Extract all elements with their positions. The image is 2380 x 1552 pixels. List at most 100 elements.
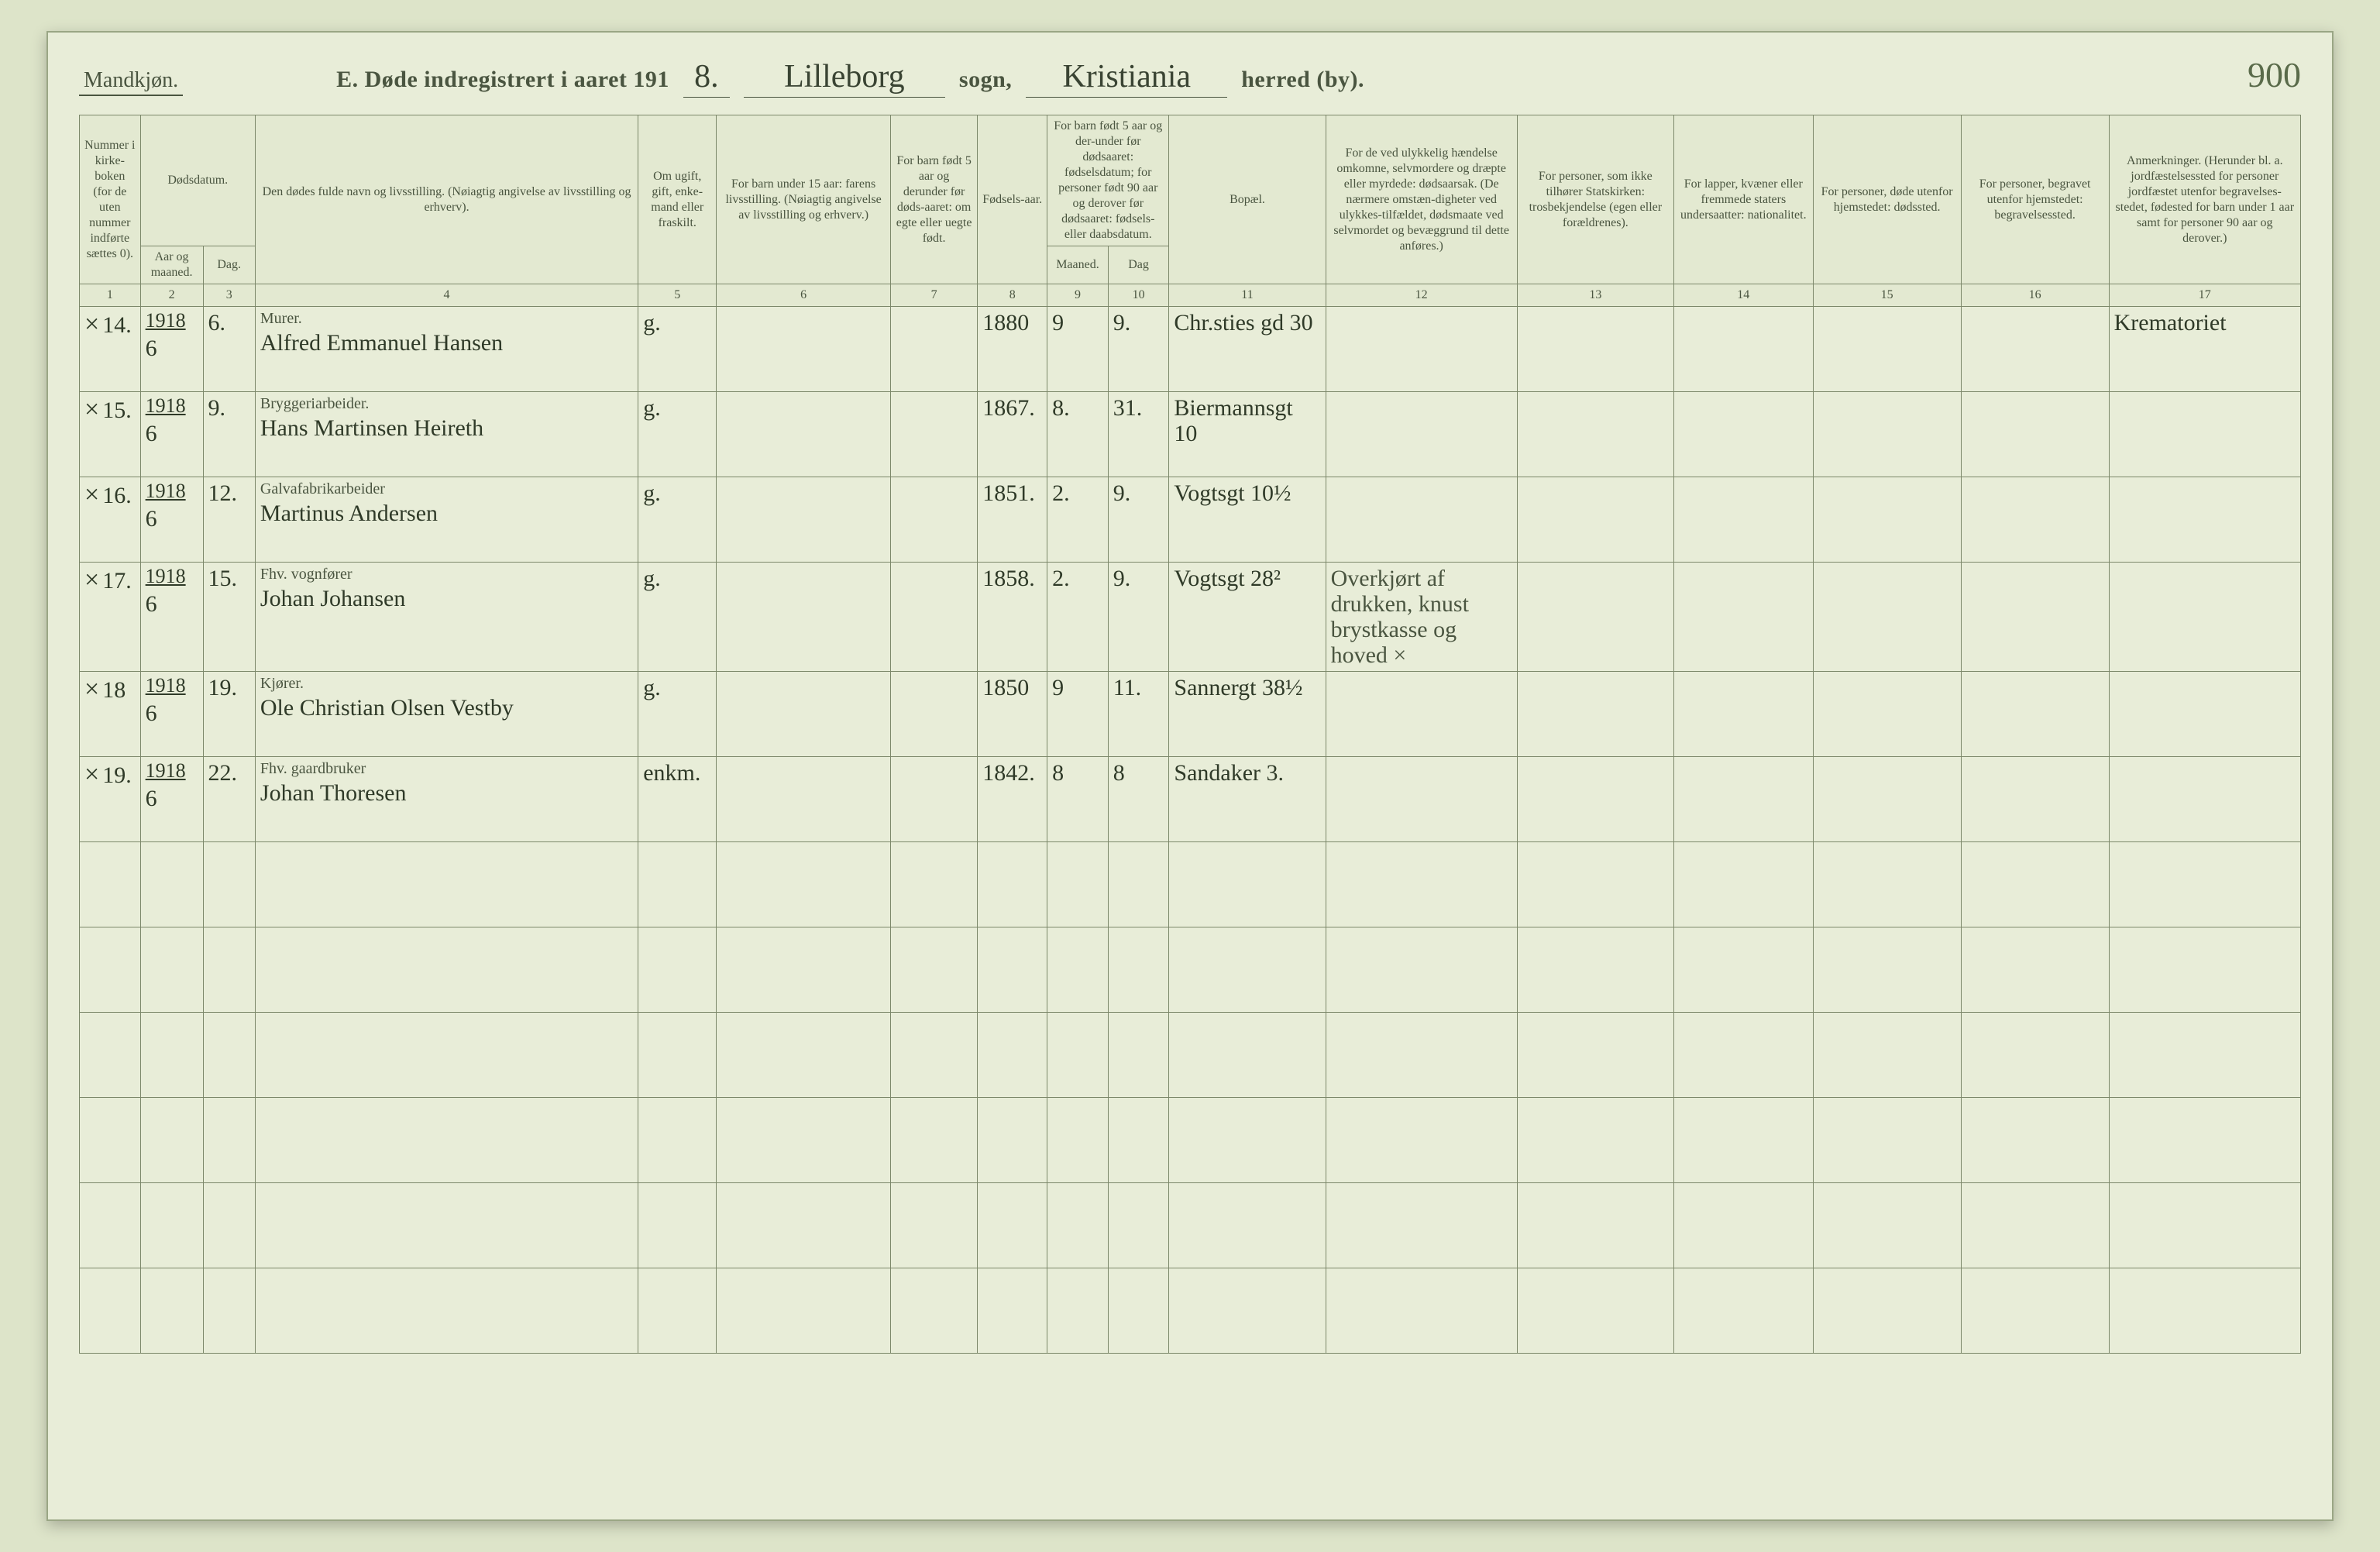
- empty-cell: [140, 1013, 203, 1098]
- empty-cell: [80, 842, 141, 927]
- cell-father: [717, 672, 891, 757]
- colnum: 10: [1108, 284, 1169, 307]
- empty-cell: [255, 927, 638, 1013]
- cell-nationality: [1673, 307, 1813, 392]
- cell-nationality: [1673, 392, 1813, 477]
- empty-cell: [255, 1098, 638, 1183]
- cell-deathplace: [1813, 672, 1961, 757]
- cell-birthday: 8: [1108, 757, 1169, 842]
- empty-cell: [255, 1013, 638, 1098]
- empty-cell: [203, 1183, 255, 1268]
- cell-name: Bryggeriarbeider.Hans Martinsen Heireth: [255, 392, 638, 477]
- empty-cell: [255, 842, 638, 927]
- empty-cell: [717, 1268, 891, 1354]
- empty-cell: [2109, 1268, 2300, 1354]
- empty-cell: [1673, 927, 1813, 1013]
- cell-cause: [1326, 672, 1517, 757]
- empty-cell: [203, 1268, 255, 1354]
- empty-cell: [140, 1268, 203, 1354]
- col-header-6: For barn under 15 aar: farens livsstilli…: [717, 115, 891, 284]
- empty-cell: [1108, 1013, 1169, 1098]
- cell-father: [717, 477, 891, 563]
- cell-father: [717, 307, 891, 392]
- empty-cell: [638, 1183, 717, 1268]
- cell-burialplace: [1961, 563, 2109, 672]
- colnum: 14: [1673, 284, 1813, 307]
- cell-note: [2109, 563, 2300, 672]
- cell-nationality: [1673, 563, 1813, 672]
- cell-yearmonth: 19186: [140, 563, 203, 672]
- empty-cell: [80, 1183, 141, 1268]
- ledger-page: Mandkjøn. E. Døde indregistrert i aaret …: [46, 31, 2334, 1521]
- cell-name: Kjører.Ole Christian Olsen Vestby: [255, 672, 638, 757]
- table-row: ×181918619.Kjører.Ole Christian Olsen Ve…: [80, 672, 2301, 757]
- cell-num: ×19.: [80, 757, 141, 842]
- colnum: 12: [1326, 284, 1517, 307]
- cell-civil: g.: [638, 392, 717, 477]
- cell-birthday: 31.: [1108, 392, 1169, 477]
- empty-cell: [717, 927, 891, 1013]
- empty-cell: [2109, 1183, 2300, 1268]
- cell-deathplace: [1813, 757, 1961, 842]
- cell-cause: [1326, 477, 1517, 563]
- cell-birthmonth: 9: [1047, 672, 1109, 757]
- colnum: 3: [203, 284, 255, 307]
- empty-cell: [80, 1268, 141, 1354]
- cell-day: 6.: [203, 307, 255, 392]
- herred-label: herred (by).: [1241, 67, 1364, 93]
- cell-num: ×14.: [80, 307, 141, 392]
- empty-cell: [80, 1013, 141, 1098]
- empty-cell: [717, 842, 891, 927]
- cell-residence: Sandaker 3.: [1169, 757, 1326, 842]
- empty-cell: [1326, 1268, 1517, 1354]
- empty-cell: [140, 927, 203, 1013]
- empty-cell: [80, 1098, 141, 1183]
- empty-cell: [717, 1013, 891, 1098]
- empty-cell: [1108, 842, 1169, 927]
- empty-cell: [890, 1013, 977, 1098]
- cell-day: 22.: [203, 757, 255, 842]
- empty-cell: [2109, 842, 2300, 927]
- cell-legitimacy: [890, 563, 977, 672]
- sogn-label: sogn,: [959, 67, 1012, 93]
- empty-cell: [203, 1098, 255, 1183]
- empty-cell: [140, 1183, 203, 1268]
- cell-num: ×18: [80, 672, 141, 757]
- cell-father: [717, 392, 891, 477]
- empty-cell: [1813, 842, 1961, 927]
- empty-cell: [638, 927, 717, 1013]
- cell-day: 15.: [203, 563, 255, 672]
- column-number-row: 1 2 3 4 5 6 7 8 9 10 11 12 13 14 15 16 1…: [80, 284, 2301, 307]
- table-row: ×19.1918622.Fhv. gaardbrukerJohan Thores…: [80, 757, 2301, 842]
- col-header-2g: Dødsdatum.: [140, 115, 255, 246]
- empty-cell: [1813, 1268, 1961, 1354]
- empty-cell: [140, 1098, 203, 1183]
- empty-cell: [1169, 1268, 1326, 1354]
- cell-birthmonth: 8.: [1047, 392, 1109, 477]
- table-row: [80, 1268, 2301, 1354]
- empty-cell: [890, 1268, 977, 1354]
- col-header-1: Nummer i kirke-boken (for de uten nummer…: [80, 115, 141, 284]
- cell-note: Krematoriet: [2109, 307, 2300, 392]
- cell-birthmonth: 8: [1047, 757, 1109, 842]
- cell-birthday: 9.: [1108, 563, 1169, 672]
- empty-cell: [2109, 1098, 2300, 1183]
- empty-cell: [1169, 1183, 1326, 1268]
- empty-cell: [1517, 1098, 1673, 1183]
- colnum: 15: [1813, 284, 1961, 307]
- col-header-14: For lapper, kvæner eller fremmede stater…: [1673, 115, 1813, 284]
- empty-cell: [978, 1098, 1047, 1183]
- col-header-2a: Aar og maaned.: [140, 246, 203, 284]
- cell-name: Fhv. vognførerJohan Johansen: [255, 563, 638, 672]
- cell-nationality: [1673, 757, 1813, 842]
- empty-cell: [1961, 1268, 2109, 1354]
- cell-note: [2109, 757, 2300, 842]
- cell-father: [717, 563, 891, 672]
- cell-legitimacy: [890, 672, 977, 757]
- empty-cell: [1961, 1183, 2109, 1268]
- colnum: 4: [255, 284, 638, 307]
- cell-faith: [1517, 563, 1673, 672]
- cell-deathplace: [1813, 307, 1961, 392]
- cell-faith: [1517, 477, 1673, 563]
- empty-cell: [1813, 1098, 1961, 1183]
